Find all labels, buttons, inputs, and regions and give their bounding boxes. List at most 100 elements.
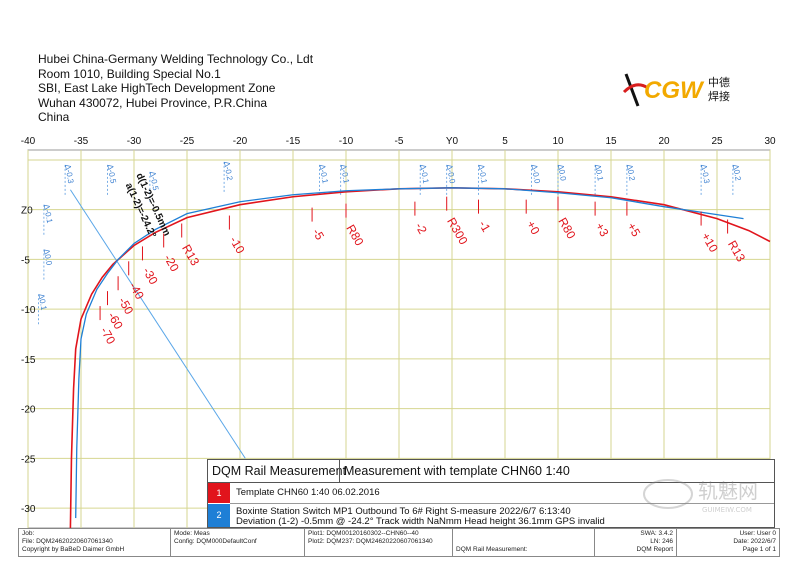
footer-mode: Mode: Meas [174,530,210,537]
y-tick-label: -20 [21,405,36,416]
delta-label: Δ-0.5 [106,164,118,185]
x-tick-label: -30 [127,136,142,147]
address-line-3: Wuhan 430072, Hubei Province, P.R.China [38,95,268,110]
deviation-label: R300 [444,215,471,247]
footer-job-cell: Job: File: DQM24620220607061340 Copyrigh… [19,529,171,556]
x-tick-label: -25 [180,136,195,147]
footer-config: Config: DQM000DefaultConf [174,538,257,545]
series1-swatch: 1 [208,483,230,503]
info-row-divider [230,503,774,504]
deviation-label: R13 [725,238,748,264]
watermark-sub: GUIMEIW.COM [702,506,752,514]
company-address-block: Hubei China-Germany Welding Technology C… [38,52,313,125]
cgw-logo: CGW 中德 焊接 [622,73,730,107]
footer-plot-cell: Plot1: DQM00120160302--CHN60--40 Plot2: … [305,529,453,556]
delta-label: Δ0.1 [593,164,605,182]
deviation-label: -1 [476,218,494,235]
series2-description: Boxinte Station Switch MP1 Outbound To 6… [236,506,571,517]
footer-ln: LN: 246 [650,538,673,545]
x-tick-label: 20 [658,136,670,147]
x-tick-label: -15 [286,136,301,147]
delta-label: Δ-0.1 [418,164,430,185]
footer-dqm-report: DQM Report [636,546,673,553]
x-tick-label: -20 [233,136,248,147]
x-tick-label: 5 [502,136,508,147]
deviation-summary: Deviation (1-2) -0.5mm @ -24.2° Track wi… [236,516,605,527]
delta-label: Δ0.0 [556,164,568,182]
delta-label: Δ-0.0 [530,164,542,185]
y-tick-label: -25 [21,454,36,465]
measurement-info-box: DQM Rail Measurement Measurement with te… [207,459,775,528]
footer-job: Job: [22,530,35,537]
delta-label: Δ-0.1 [477,164,489,185]
y-tick-label: -30 [21,504,36,515]
address-line-2: SBI, East Lake HighTech Development Zone [38,81,276,96]
address-line-1: Room 1010, Building Special No.1 [38,66,221,81]
footer-copyright: Copyright by BaBeD Daimer GmbH [22,546,125,553]
info-header-row: DQM Rail Measurement Measurement with te… [208,460,774,483]
series1-description: Template CHN60 1:40 06.02.2016 [236,487,380,498]
y-tick-label: -15 [21,355,36,366]
footer-plot2: Plot2: DQM237: DQM24620220607061340 [308,538,433,545]
deviation-label: +5 [624,220,643,239]
deviation-label: +10 [699,230,721,255]
delta-labels: Δ0.1 Δ0.0 Δ-0.1 Δ-0.3 Δ-0.5 Δ-0.5 Δ-0.2 Δ-0.1 Δ-… [37,161,743,312]
x-tick-label: 25 [711,136,723,147]
deviation-label: +0 [524,218,543,237]
series2-swatch: 2 [208,504,230,527]
deviation-label: R80 [555,215,578,241]
deviation-label: -20 [161,252,182,274]
deviation-label: -30 [140,265,161,287]
deviation-label: R80 [343,222,366,248]
logo-cn-top: 中德 [708,75,730,89]
y-tick-label: -5 [21,255,30,266]
info-measure-title: Measurement with template CHN60 1:40 [344,464,570,478]
footer-file: File: DQM24620220607061340 [22,538,113,545]
report-footer: Job: File: DQM24620220607061340 Copyrigh… [18,528,780,557]
x-axis: -40 -35 -30 -25 -20 -15 -10 -5 Y0 5 10 15 20 25 30 [21,136,776,147]
y-tick-label: Z0 [21,206,33,217]
delta-label: Δ-0.1 [339,164,351,185]
profile-line-series-1 [69,186,771,529]
x-tick-label: 10 [552,136,564,147]
measurement-guide-lines [38,161,734,459]
y-axis: Z0 -5 -10 -15 -20 -25 -30 [21,206,36,515]
delta-label: Δ-0.2 [222,161,234,182]
footer-mode-cell: Mode: Meas Config: DQM000DefaultConf [171,529,305,556]
x-tick-label: Y0 [446,136,459,147]
footer-plot1: Plot1: DQM00120160302--CHN60--40 [308,530,419,537]
deviation-label: -5 [309,226,327,243]
x-tick-label: 30 [764,136,776,147]
footer-report: DQM Rail Measurement: [456,546,528,553]
watermark: 轨魅网 GUIMEIW.COM [643,479,758,514]
info-title: DQM Rail Measurement [212,464,347,478]
footer-page: Page 1 of 1 [742,546,776,553]
profile-series [69,186,771,529]
x-tick-label: -40 [21,136,36,147]
logo-text: CGW [644,77,705,104]
info-divider [339,460,340,482]
footer-swa: SWA: 3.4.2 [640,530,673,537]
footer-version-cell: SWA: 3.4.2 LN: 246 DQM Report [595,529,677,556]
delta-label: Δ-0.1 [42,203,54,224]
delta-label: Δ0.2 [625,164,637,182]
delta-label: Δ-0.5 [148,171,160,192]
x-tick-label: 15 [605,136,617,147]
deviation-label: -10 [227,234,248,256]
footer-user-cell: User: User 0 Date: 2022/6/7 Page 1 of 1 [677,529,779,556]
profile-line-series-2 [75,187,744,519]
delta-label: Δ-0.3 [63,164,75,185]
footer-report-cell: DQM Rail Measurement: [453,529,595,556]
logo-cn-bottom: 焊接 [708,89,730,103]
x-tick-label: -5 [395,136,404,147]
y-tick-label: -10 [21,305,36,316]
delta-label: Δ0.0 [42,248,54,266]
footer-user: User: User 0 [739,530,776,537]
company-name: Hubei China-Germany Welding Technology C… [38,52,314,66]
address-country: China [38,110,70,125]
delta-label: Δ-0.1 [318,164,330,185]
footer-date: Date: 2022/6/7 [733,538,776,545]
deviation-label: R13 [179,242,202,268]
